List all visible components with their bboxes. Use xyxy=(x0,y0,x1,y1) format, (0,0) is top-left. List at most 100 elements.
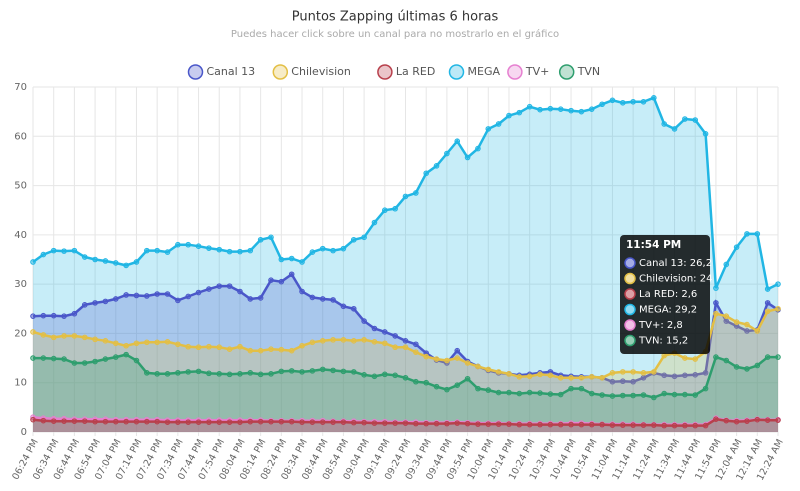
legend-label[interactable]: TV+ xyxy=(525,65,549,78)
data-point xyxy=(547,421,554,428)
data-point xyxy=(288,347,295,354)
legend-label[interactable]: Chilevision xyxy=(291,65,351,78)
data-point xyxy=(226,248,233,255)
data-point xyxy=(61,313,67,319)
data-point xyxy=(495,121,502,127)
data-point xyxy=(475,145,481,152)
data-point xyxy=(61,356,67,362)
data-point xyxy=(433,356,440,362)
data-point xyxy=(723,313,730,319)
data-point xyxy=(71,360,78,366)
data-point xyxy=(744,418,750,424)
data-point xyxy=(288,418,295,425)
data-point xyxy=(309,368,316,374)
data-point xyxy=(216,283,223,289)
legend-swatch[interactable] xyxy=(558,64,575,80)
data-point xyxy=(454,138,461,145)
data-point xyxy=(112,340,119,347)
data-point xyxy=(402,193,409,200)
data-point xyxy=(682,372,688,379)
data-point xyxy=(744,328,750,334)
data-point xyxy=(206,286,212,292)
data-point xyxy=(671,373,678,380)
data-point xyxy=(50,312,57,319)
data-point xyxy=(702,385,709,392)
data-point xyxy=(164,371,171,377)
data-point xyxy=(619,99,626,106)
data-point xyxy=(599,374,605,381)
legend-swatch[interactable] xyxy=(448,64,465,80)
legend-swatch[interactable] xyxy=(272,64,289,80)
data-point xyxy=(723,357,730,364)
data-point xyxy=(164,419,171,425)
data-point xyxy=(526,389,533,396)
data-point xyxy=(237,371,243,377)
data-point xyxy=(206,370,212,377)
data-point xyxy=(402,374,409,381)
data-point xyxy=(206,245,212,251)
data-point xyxy=(371,339,378,345)
data-point xyxy=(350,305,357,312)
data-point xyxy=(454,382,461,388)
data-point xyxy=(433,420,440,427)
data-point xyxy=(40,312,47,319)
data-point xyxy=(350,419,357,426)
data-point xyxy=(309,419,316,425)
data-point xyxy=(216,419,223,425)
data-point xyxy=(278,346,285,353)
chart-title: Puntos Zapping últimas 6 horas xyxy=(292,10,499,25)
data-point xyxy=(651,369,657,375)
data-point xyxy=(413,420,419,427)
legend-swatch[interactable] xyxy=(507,64,523,80)
data-point xyxy=(268,277,274,284)
data-point xyxy=(392,205,398,212)
tooltip: 11:54 PM Canal 13: 26,2 Chilevision: 24 La … xyxy=(620,235,712,354)
data-point xyxy=(640,98,647,105)
data-point xyxy=(764,286,771,292)
tooltip-item: La RED: 2,6 xyxy=(639,289,697,300)
legend-label[interactable]: La RED xyxy=(396,65,435,78)
data-point xyxy=(464,420,471,427)
data-point xyxy=(609,97,616,104)
legend-label[interactable]: MEGA xyxy=(468,65,501,78)
data-point xyxy=(195,419,202,425)
data-point xyxy=(257,347,264,354)
data-point xyxy=(361,419,367,426)
data-point xyxy=(361,234,367,241)
data-point xyxy=(588,374,595,380)
data-point xyxy=(185,419,192,425)
legend-label[interactable]: TVN xyxy=(577,65,600,78)
data-point xyxy=(619,422,626,428)
data-point xyxy=(547,105,554,112)
legend-label[interactable]: Canal 13 xyxy=(207,65,256,78)
legend-swatch[interactable] xyxy=(377,64,393,80)
data-point xyxy=(309,249,316,255)
data-point xyxy=(30,313,36,319)
data-point xyxy=(444,386,450,393)
data-point xyxy=(526,103,533,110)
data-point xyxy=(651,422,657,428)
data-point xyxy=(340,245,347,252)
data-point xyxy=(144,247,150,254)
data-point xyxy=(299,288,305,295)
data-point xyxy=(61,418,67,424)
data-point xyxy=(433,163,440,169)
data-point xyxy=(299,259,305,265)
data-point xyxy=(423,353,429,360)
data-point xyxy=(185,293,192,300)
data-point xyxy=(216,246,223,253)
data-point xyxy=(588,106,595,112)
data-point xyxy=(557,421,564,428)
legend-swatch[interactable] xyxy=(187,64,204,80)
data-point xyxy=(444,150,450,157)
tooltip-swatch-fill xyxy=(625,320,635,330)
data-point xyxy=(578,108,585,115)
data-point xyxy=(123,418,129,425)
data-point xyxy=(102,356,109,362)
data-point xyxy=(92,358,98,365)
data-point xyxy=(692,422,699,429)
data-point xyxy=(599,101,605,108)
data-point xyxy=(475,363,481,370)
data-point xyxy=(392,372,398,379)
